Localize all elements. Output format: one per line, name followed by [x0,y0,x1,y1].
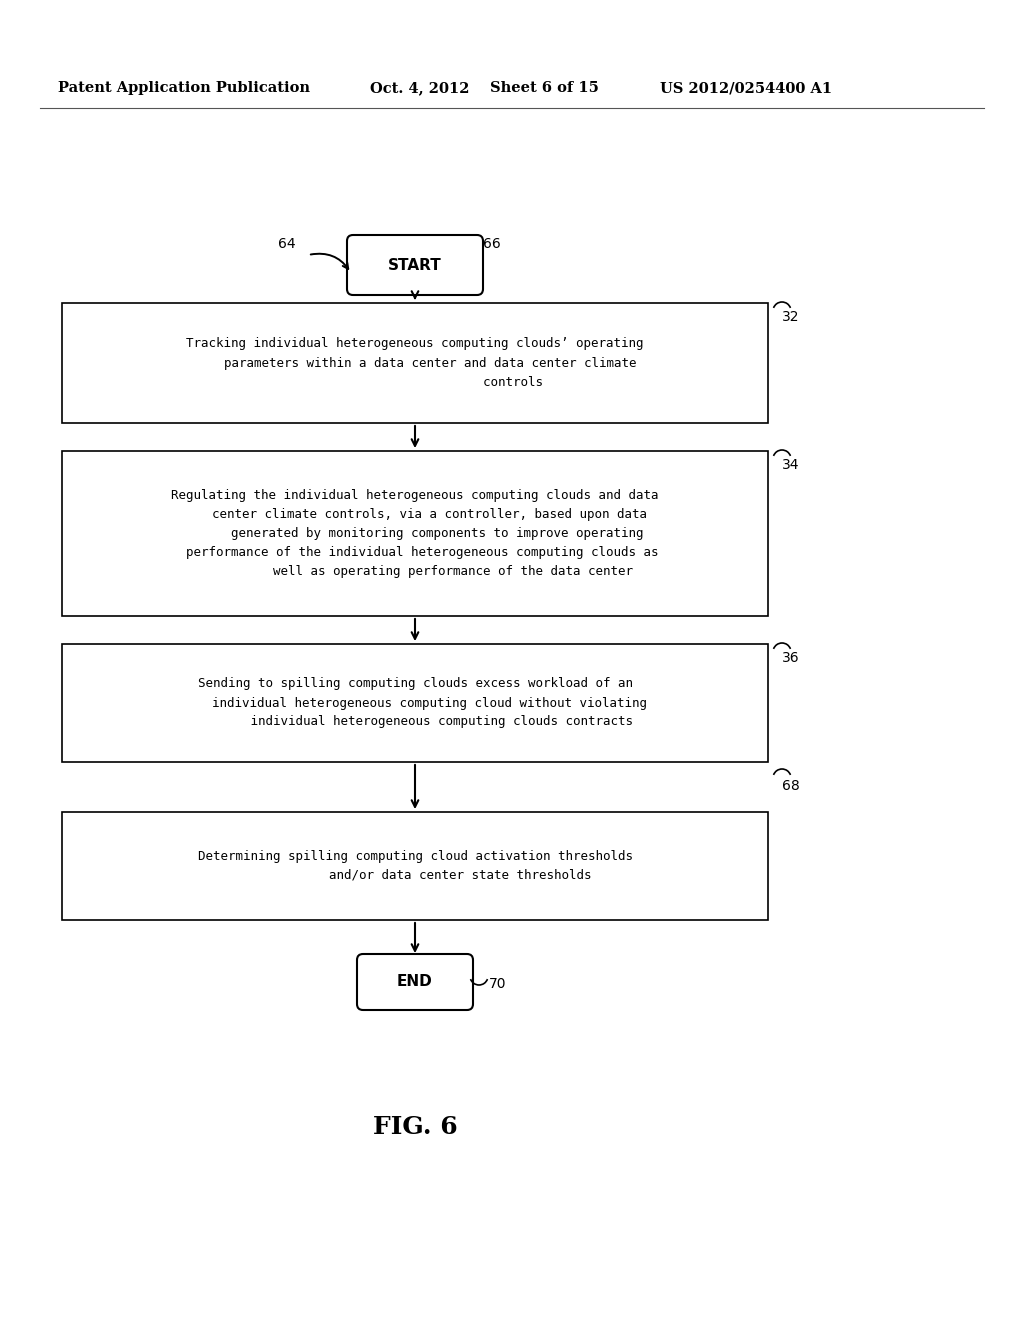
Text: Sheet 6 of 15: Sheet 6 of 15 [490,81,599,95]
Text: 32: 32 [782,310,800,323]
Text: FIG. 6: FIG. 6 [373,1115,458,1139]
Text: START: START [388,257,442,272]
Bar [62,812,768,920]
Text: 68: 68 [782,779,800,793]
Text: 64: 64 [278,238,296,251]
Bar [62,304,768,422]
Text: Determining spilling computing cloud activation thresholds
            and/or da: Determining spilling computing cloud act… [198,850,633,882]
Text: Oct. 4, 2012: Oct. 4, 2012 [370,81,469,95]
Text: 66: 66 [483,238,501,251]
Text: Patent Application Publication: Patent Application Publication [58,81,310,95]
Bar [62,451,768,616]
Bar [62,644,768,762]
Text: END: END [397,974,433,990]
FancyBboxPatch shape [357,954,473,1010]
Text: US 2012/0254400 A1: US 2012/0254400 A1 [660,81,833,95]
Text: 36: 36 [782,651,800,665]
Text: 34: 34 [782,458,800,473]
FancyBboxPatch shape [347,235,483,294]
Text: Sending to spilling computing clouds excess workload of an
    individual hetero: Sending to spilling computing clouds exc… [182,677,647,729]
Text: Tracking individual heterogeneous computing clouds’ operating
    parameters wit: Tracking individual heterogeneous comput… [186,338,644,388]
Text: 70: 70 [489,977,507,991]
Text: Regulating the individual heterogeneous computing clouds and data
    center cli: Regulating the individual heterogeneous … [171,488,658,578]
